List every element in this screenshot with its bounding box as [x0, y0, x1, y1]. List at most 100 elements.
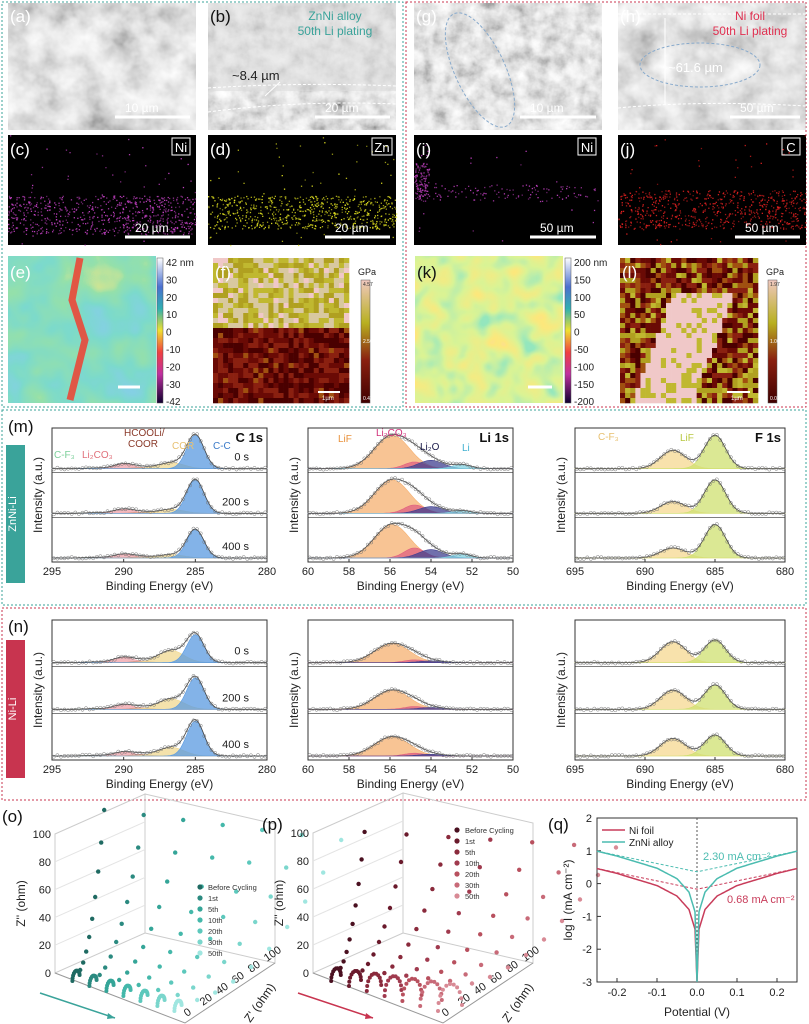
data-point	[311, 556, 315, 561]
modulus-pixel	[630, 358, 636, 364]
modulus-pixel	[283, 283, 289, 289]
eds-signal-dot	[634, 227, 636, 230]
eds-signal-dot	[13, 213, 15, 215]
modulus-pixel	[645, 308, 651, 314]
eds-signal-dot	[298, 217, 300, 219]
modulus-pixel	[288, 328, 294, 334]
eds-signal-dot	[311, 185, 313, 187]
eds-signal-dot	[236, 219, 238, 221]
eds-signal-dot	[100, 228, 102, 231]
data-point	[195, 477, 199, 482]
eds-signal-dot	[415, 197, 417, 200]
modulus-pixel	[233, 373, 239, 379]
eds-signal-dot	[78, 203, 80, 205]
modulus-pixel	[278, 283, 284, 289]
eds-signal-dot	[99, 230, 101, 232]
modulus-pixel	[238, 258, 244, 264]
peak-label: Li	[462, 443, 470, 454]
eds-signal-dot	[696, 192, 698, 194]
modulus-pixel	[660, 383, 667, 389]
data-point	[637, 465, 642, 470]
x-tick-label: 56	[384, 764, 396, 776]
modulus-pixel	[303, 383, 310, 389]
eds-signal-dot	[687, 191, 690, 193]
eds-signal-dot	[143, 228, 145, 230]
eds-signal-dot	[125, 222, 128, 224]
eds-signal-dot	[281, 221, 283, 223]
data-point	[102, 752, 106, 756]
scale-bar-label: 20 µm	[335, 221, 369, 235]
eds-signal-dot	[330, 217, 333, 219]
eds-signal-dot	[87, 222, 89, 224]
modulus-pixel	[742, 333, 749, 339]
eds-signal-dot	[297, 209, 299, 211]
modulus-pixel	[248, 348, 254, 354]
modulus-pixel	[228, 358, 234, 364]
eds-signal-dot	[239, 206, 242, 208]
eds-signal-dot	[539, 200, 542, 203]
eds-signal-dot	[136, 227, 139, 229]
modulus-pixel	[712, 343, 718, 349]
eds-signal-dot	[162, 201, 164, 203]
eds-signal-dot	[30, 208, 32, 210]
data-point	[141, 656, 146, 661]
modulus-pixel	[640, 303, 646, 309]
eds-signal-dot	[735, 159, 737, 161]
eds-signal-dot	[250, 196, 252, 198]
modulus-pixel	[238, 263, 244, 269]
eds-signal-dot	[186, 223, 189, 225]
data-point	[105, 464, 110, 469]
modulus-pixel	[620, 283, 626, 289]
modulus-pixel	[691, 368, 697, 374]
eds-signal-dot	[278, 209, 280, 211]
modulus-pixel	[727, 263, 733, 269]
modulus-pixel	[328, 348, 335, 354]
modulus-pixel	[732, 328, 738, 334]
data-point	[372, 648, 377, 653]
modulus-pixel	[303, 273, 310, 279]
data-point	[427, 497, 432, 502]
modulus-pixel	[706, 263, 713, 269]
eds-signal-dot	[169, 197, 171, 200]
eds-signal-dot	[314, 200, 316, 203]
eds-signal-dot	[708, 190, 710, 193]
modulus-pixel	[660, 263, 667, 269]
modulus-pixel	[323, 303, 330, 309]
peak-label: HCOOLi/	[124, 428, 165, 439]
data-point	[112, 507, 117, 512]
eds-signal-dot	[347, 227, 349, 230]
eds-signal-dot	[172, 197, 175, 199]
eds-signal-dot	[185, 228, 187, 230]
eds-signal-dot	[280, 219, 282, 221]
modulus-pixel	[223, 333, 229, 339]
modulus-pixel	[732, 343, 738, 349]
eds-signal-dot	[417, 171, 420, 173]
eds-signal-dot	[45, 204, 47, 207]
data-point	[77, 556, 81, 561]
depth-label: 400 s	[222, 541, 249, 553]
modulus-pixel	[676, 258, 682, 264]
modulus-pixel	[213, 278, 219, 284]
modulus-pixel	[233, 353, 239, 359]
eds-signal-dot	[67, 215, 69, 218]
modulus-pixel	[752, 318, 759, 324]
data-point	[774, 555, 779, 560]
modulus-pixel	[223, 388, 229, 394]
modulus-pixel	[263, 273, 269, 279]
eds-signal-dot	[376, 227, 378, 229]
modulus-pixel	[681, 313, 687, 319]
modulus-pixel	[625, 393, 631, 399]
modulus-labels: (f) GPa 4.57 2.50 0.43 1µm (l) GPa 1.97 …	[215, 263, 784, 404]
modulus-pixel	[696, 318, 703, 324]
eds-signal-dot	[677, 204, 679, 206]
eds-signal-dot	[63, 230, 65, 232]
modulus-pixel	[328, 273, 335, 279]
eds-signal-dot	[664, 206, 666, 208]
modulus-pixel	[676, 308, 682, 314]
eds-signal-dot	[48, 209, 51, 211]
eds-signal-dot	[752, 190, 755, 192]
eds-signal-dot	[15, 204, 17, 206]
modulus-pixel	[686, 373, 692, 379]
data-point	[420, 492, 425, 497]
modulus-pixel	[288, 298, 294, 304]
